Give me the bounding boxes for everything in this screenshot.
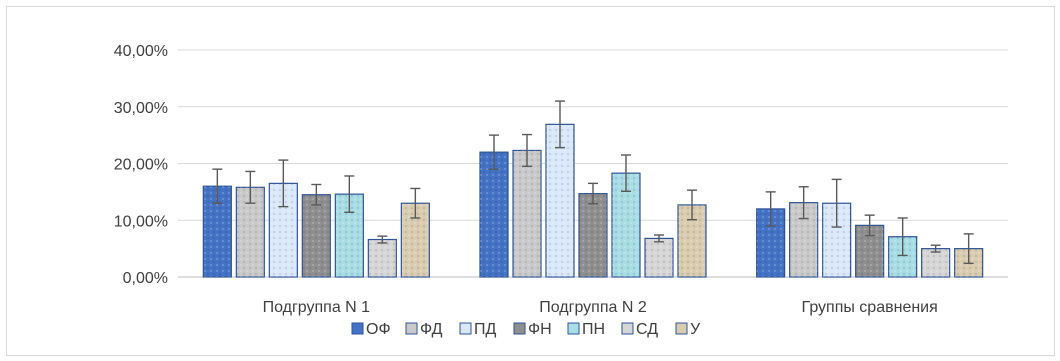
legend-label: ФН — [528, 321, 552, 338]
bar-texture — [546, 124, 574, 277]
category-label: Группы сравнения — [802, 299, 938, 316]
legend-swatch-ФН — [513, 322, 526, 335]
bar-texture — [302, 194, 331, 277]
bar-texture — [921, 248, 950, 277]
legend-swatch-ПН — [567, 322, 580, 335]
legend-label: ОФ — [366, 321, 391, 338]
legend-label: У — [690, 321, 701, 338]
legend-label: ФД — [420, 321, 443, 338]
y-tick-label: 30,00% — [114, 100, 168, 117]
category-label: Подгруппа N 2 — [539, 299, 647, 316]
y-axis: 0,00% 10,00% 20,00% 30,00% 40,00% — [114, 43, 168, 287]
legend-swatch-ФД — [405, 322, 418, 335]
legend-label: ПН — [582, 321, 605, 338]
bar-texture — [645, 238, 673, 277]
bars — [202, 100, 984, 278]
y-tick-label: 10,00% — [114, 213, 168, 230]
x-axis: Подгруппа N 1 Подгруппа N 2 Группы сравнен… — [263, 299, 938, 316]
legend-swatch-ОФ — [351, 322, 364, 335]
y-tick-label: 0,00% — [123, 270, 168, 287]
bar-texture — [368, 239, 397, 277]
y-tick-label: 40,00% — [114, 43, 168, 60]
legend: ОФ ФД ПД ФН ПН СД У — [351, 321, 701, 338]
bar-texture — [480, 152, 508, 277]
y-tick-label: 20,00% — [114, 157, 168, 174]
legend-label: СД — [636, 321, 658, 338]
bar-texture — [579, 193, 607, 277]
legend-label: ПД — [474, 321, 497, 338]
legend-swatch-СД — [621, 322, 634, 335]
bar-texture — [513, 150, 541, 277]
legend-swatch-ПД — [459, 322, 472, 335]
category-label: Подгруппа N 1 — [263, 299, 371, 316]
legend-swatch-У — [675, 322, 688, 335]
